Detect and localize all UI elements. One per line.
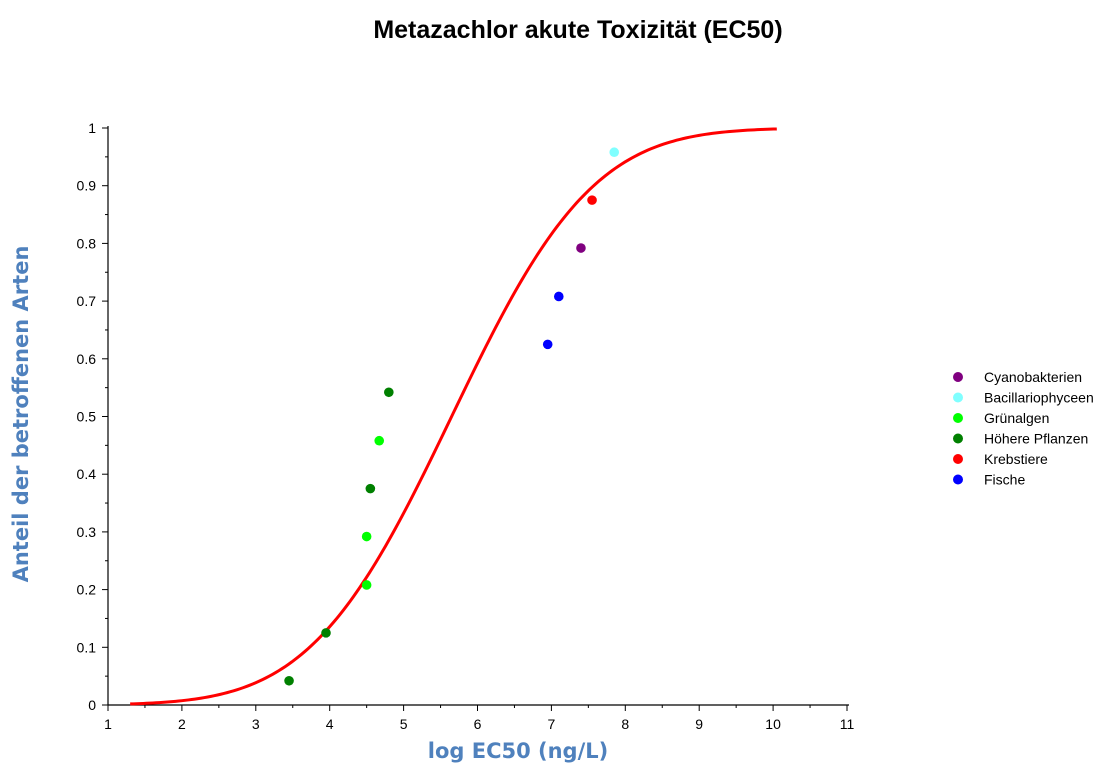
x-tick-label: 11 [840,716,855,732]
legend-label-krebstiere: Krebstiere [984,451,1048,467]
point-gr-nalgen [374,435,385,446]
legend-marker-cyanobakterien [953,372,963,382]
point-fische [553,291,564,302]
y-tick-label: 1 [88,120,96,136]
y-tick-label: 0.3 [77,524,97,540]
y-tick-label: 0 [88,697,96,713]
legend-label-gr-nalgen: Grünalgen [984,410,1049,426]
legend-label-cyanobakterien: Cyanobakterien [984,369,1082,385]
x-tick-label: 9 [695,716,703,732]
x-tick-label: 10 [765,716,781,732]
plot-area: 1 2 3 4 5 6 7 8 9 10 11 0 0.1 0.2 0.3 0.4 0.5 0.6 0.7 0.8 0.… [77,120,855,732]
point-h-here-pflanzen [321,628,331,638]
legend-marker-bacillariophyceen [953,392,963,403]
y-tick-label: 0.1 [77,639,97,655]
x-tick-label: 3 [252,716,260,732]
point-gr-nalgen [361,580,372,590]
y-tick-label: 0.2 [77,582,97,598]
y-tick-label: 0.6 [77,351,97,367]
legend-marker-krebstiere [953,454,963,464]
x-tick-label: 6 [474,716,482,732]
chart-title: Metazachlor akute Toxizität (EC50) [373,16,782,44]
y-tick-label: 0.5 [77,409,97,425]
point-h-here-pflanzen [384,387,394,398]
fit-curve [130,127,777,706]
y-tick-label: 0.8 [77,235,97,251]
point-krebstiere [587,195,597,205]
point-bacillariophyceen [609,147,620,158]
x-tick-label: 5 [400,716,408,732]
legend: Cyanobakterien Bacillariophyceen Grünalgen… [953,369,1094,488]
point-fische [542,339,553,350]
legend-marker-h-here-pflanzen [953,433,963,444]
point-h-here-pflanzen [284,675,294,686]
legend-label-bacillariophyceen: Bacillariophyceen [984,390,1094,406]
x-tick-label: 4 [326,716,334,732]
x-axis-label: log EC50 (ng/L) [428,739,609,763]
x-tick-label: 7 [548,716,556,732]
x-tick-label: 2 [178,716,186,732]
y-tick-label: 0.7 [77,293,97,309]
x-tick-label: 8 [621,716,629,732]
legend-marker-gr-nalgen [953,413,963,423]
y-tick-label: 0.9 [77,178,97,194]
x-tick-label: 1 [104,716,112,732]
legend-marker-fische [953,474,963,485]
legend-label-h-here-pflanzen: Höhere Pflanzen [984,431,1088,447]
legend-label-fische: Fische [984,472,1025,488]
y-axis-label: Anteil der betroffenen Arten [9,246,33,583]
point-h-here-pflanzen [365,483,376,494]
point-gr-nalgen [361,531,372,542]
point-cyanobakterien [576,243,586,253]
y-tick-label: 0.4 [77,466,97,482]
